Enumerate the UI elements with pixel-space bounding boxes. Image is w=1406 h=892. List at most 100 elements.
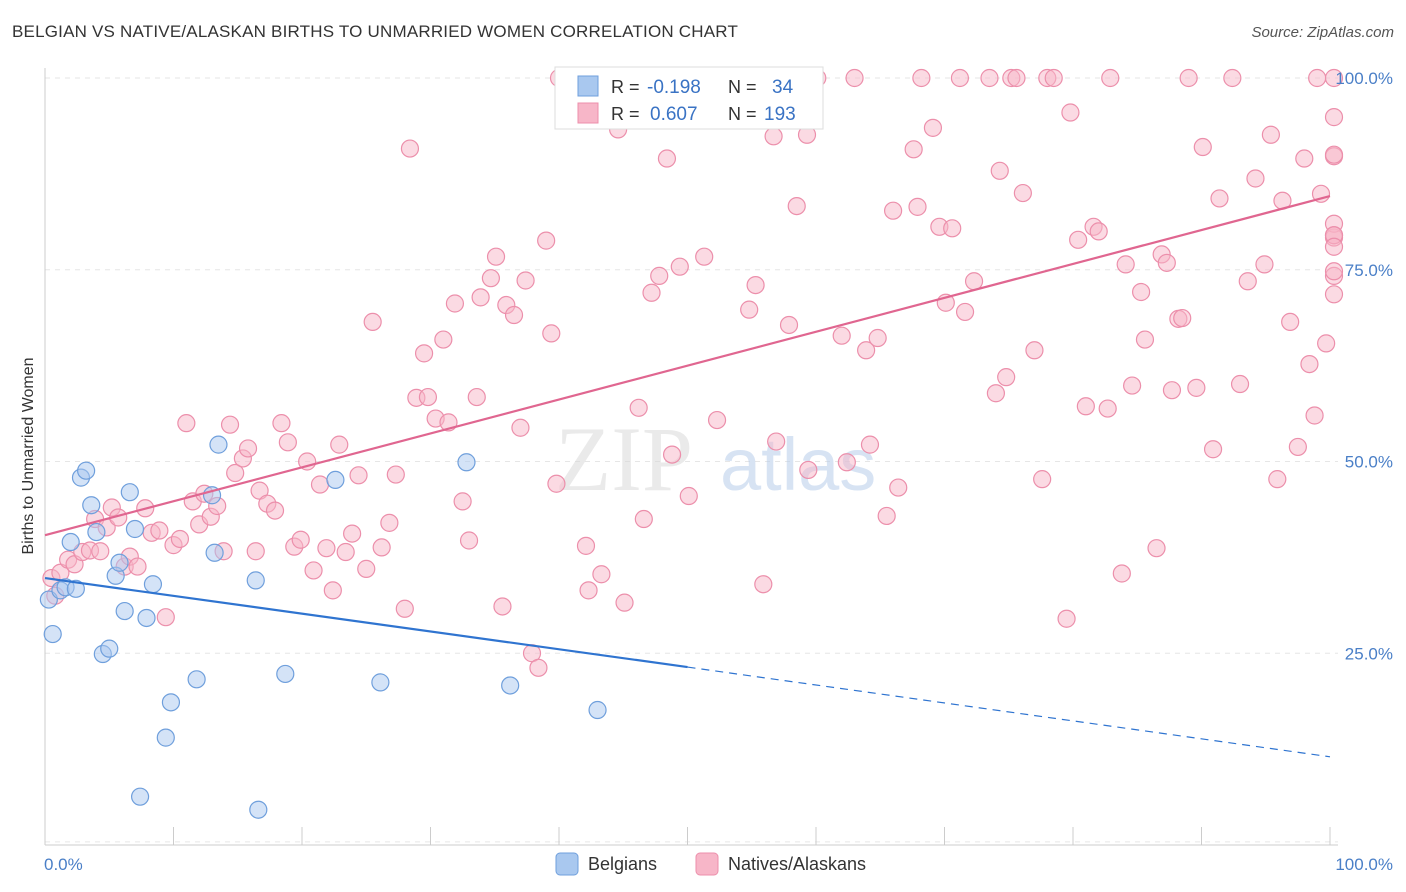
- stats-legend: R = -0.198 N = 34 R = 0.607 N = 193: [554, 66, 824, 130]
- natives-point: [754, 575, 773, 594]
- natives-point: [304, 561, 323, 580]
- belgians-r-label: R =: [611, 77, 640, 97]
- natives-point: [418, 387, 438, 407]
- natives-point: [414, 344, 434, 363]
- natives-point: [493, 597, 512, 616]
- natives-point: [1324, 262, 1344, 281]
- natives-point: [662, 445, 682, 464]
- belgians-point: [187, 670, 206, 689]
- belgians-point: [120, 483, 139, 502]
- natives-point: [1187, 378, 1206, 397]
- natives-point: [380, 513, 399, 532]
- natives-point: [629, 398, 648, 417]
- natives-point: [923, 118, 943, 137]
- natives-point: [877, 506, 896, 526]
- natives-point: [832, 326, 851, 345]
- natives-point: [1116, 255, 1135, 274]
- natives-legend-label: Natives/Alaskans: [728, 854, 866, 874]
- natives-points: [42, 68, 1344, 677]
- natives-point: [1123, 376, 1142, 395]
- natives-point: [471, 288, 490, 307]
- belgians-legend-label: Belgians: [588, 854, 657, 874]
- belgians-trend-extension: [687, 666, 1331, 758]
- natives-point: [363, 312, 382, 332]
- natives-point: [336, 542, 355, 562]
- natives-point: [592, 565, 611, 584]
- natives-point: [1147, 539, 1166, 558]
- natives-point: [1295, 149, 1314, 168]
- belgians-point: [66, 579, 85, 598]
- natives-point: [434, 330, 453, 349]
- natives-point: [746, 275, 765, 295]
- x-tick-labels: 0.0% 100.0%: [44, 855, 1393, 874]
- axes: [44, 68, 1338, 846]
- belgians-point: [100, 639, 119, 658]
- natives-point: [1135, 330, 1155, 349]
- natives-point: [955, 302, 975, 322]
- natives-point: [349, 466, 368, 485]
- natives-point: [1255, 255, 1274, 274]
- natives-bottom-swatch: [695, 852, 719, 876]
- belgians-point: [209, 435, 228, 454]
- natives-point: [445, 294, 465, 313]
- natives-r-value: 0.607: [650, 104, 698, 125]
- natives-point: [1288, 437, 1307, 457]
- natives-point: [986, 384, 1006, 403]
- natives-n-value: 193: [764, 104, 796, 125]
- natives-point: [150, 521, 169, 540]
- belgians-point: [110, 553, 129, 572]
- natives-point: [1261, 125, 1280, 144]
- natives-point: [547, 474, 566, 493]
- series-legend: Belgians Natives/Alaskans: [555, 852, 866, 876]
- y-axis-label: Births to Unmarried Women: [20, 357, 37, 554]
- belgians-point: [205, 543, 224, 562]
- natives-point: [1246, 169, 1265, 188]
- natives-point: [1193, 137, 1212, 157]
- natives-point: [317, 539, 336, 558]
- natives-point: [912, 68, 931, 88]
- natives-point: [246, 542, 265, 561]
- natives-point: [1157, 253, 1176, 272]
- natives-point: [695, 247, 714, 266]
- natives-point: [904, 140, 923, 159]
- natives-point: [889, 478, 908, 497]
- trend-lines: [44, 195, 1331, 758]
- natives-point: [1210, 189, 1229, 208]
- natives-point: [1069, 230, 1088, 249]
- belgians-point: [161, 693, 181, 712]
- natives-trend-line: [44, 195, 1331, 537]
- natives-point: [386, 465, 405, 484]
- natives-point: [650, 266, 669, 285]
- y-tick-label: 75.0%: [1345, 261, 1393, 280]
- natives-point: [908, 197, 927, 216]
- y-tick-label: 100.0%: [1335, 69, 1393, 88]
- y-tick-label: 25.0%: [1345, 644, 1393, 663]
- belgians-point: [137, 608, 156, 628]
- natives-point: [1179, 68, 1198, 88]
- natives-point: [980, 68, 999, 88]
- natives-point: [1281, 312, 1300, 332]
- natives-point: [91, 542, 110, 561]
- natives-point: [1033, 470, 1052, 489]
- natives-point: [542, 324, 561, 343]
- natives-legend-swatch: [577, 102, 599, 124]
- natives-point: [579, 581, 598, 600]
- source-label: Source: ZipAtlas.com: [1251, 24, 1394, 41]
- natives-point: [481, 269, 500, 288]
- natives-point: [156, 608, 175, 627]
- natives-point: [868, 328, 887, 348]
- natives-point: [323, 581, 342, 600]
- belgians-point: [130, 787, 150, 806]
- natives-point: [1007, 68, 1026, 88]
- belgians-point: [61, 532, 80, 552]
- natives-point: [1324, 237, 1344, 256]
- natives-point: [400, 139, 420, 158]
- natives-point: [467, 387, 486, 407]
- natives-point: [1324, 108, 1344, 127]
- natives-point: [1112, 564, 1131, 583]
- natives-point: [1057, 609, 1076, 628]
- natives-point: [943, 219, 962, 238]
- belgians-n-value: 34: [772, 77, 794, 98]
- natives-point: [1230, 374, 1250, 394]
